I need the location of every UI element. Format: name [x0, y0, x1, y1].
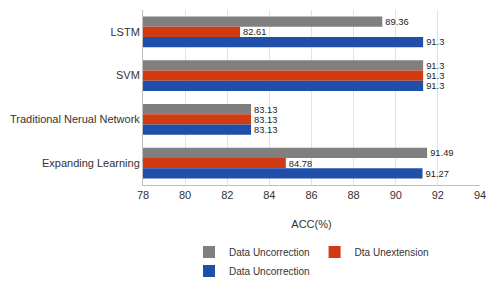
svg-text:LSTM: LSTM — [110, 26, 139, 38]
svg-text:83.13: 83.13 — [254, 115, 277, 125]
svg-text:91.49: 91.49 — [430, 148, 453, 158]
svg-text:92: 92 — [432, 189, 444, 201]
svg-text:90: 90 — [390, 189, 402, 201]
svg-text:78: 78 — [137, 189, 149, 201]
svg-text:80: 80 — [179, 189, 191, 201]
svg-text:91.27: 91.27 — [426, 169, 449, 179]
svg-text:ACC(%): ACC(%) — [291, 218, 331, 230]
svg-text:SVM: SVM — [116, 69, 140, 81]
svg-text:82.61: 82.61 — [243, 27, 266, 37]
svg-text:89.36: 89.36 — [385, 17, 408, 27]
svg-text:Data Uncorrection: Data Uncorrection — [229, 266, 310, 277]
svg-text:83.13: 83.13 — [254, 105, 277, 115]
svg-text:91.3: 91.3 — [426, 37, 444, 47]
svg-text:83.13: 83.13 — [254, 125, 277, 135]
svg-text:91.3: 91.3 — [426, 71, 444, 81]
svg-text:Traditional Nerual Network: Traditional Nerual Network — [10, 113, 140, 125]
svg-text:91.3: 91.3 — [426, 81, 444, 91]
svg-text:84.78: 84.78 — [289, 159, 312, 169]
svg-text:88: 88 — [348, 189, 360, 201]
svg-text:Data Uncorrection: Data Uncorrection — [229, 247, 310, 258]
svg-text:82: 82 — [221, 189, 233, 201]
svg-text:84: 84 — [263, 189, 275, 201]
svg-text:91.3: 91.3 — [426, 61, 444, 71]
svg-text:Expanding Learning: Expanding Learning — [42, 157, 140, 169]
svg-text:86: 86 — [305, 189, 317, 201]
svg-text:Dta Unextension: Dta Unextension — [355, 247, 429, 258]
svg-text:94: 94 — [474, 189, 486, 201]
